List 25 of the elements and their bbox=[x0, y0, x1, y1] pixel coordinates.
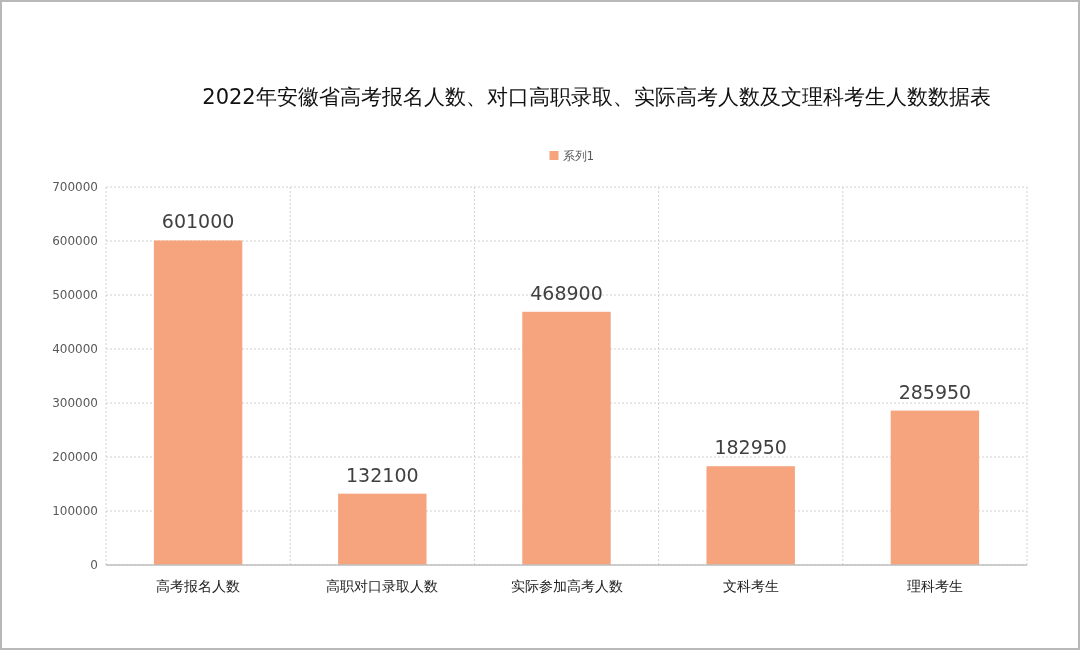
x-tick-label: 实际参加高考人数 bbox=[510, 578, 623, 594]
y-tick-label: 0 bbox=[90, 558, 98, 573]
bar bbox=[522, 311, 611, 565]
y-tick-label: 700000 bbox=[52, 180, 98, 195]
data-label: 132100 bbox=[346, 463, 419, 486]
x-tick-label: 高考报名人数 bbox=[156, 578, 241, 594]
y-tick-label: 400000 bbox=[52, 342, 98, 357]
data-label: 601000 bbox=[161, 210, 235, 233]
x-tick-label: 文科考生 bbox=[722, 578, 779, 594]
x-tick-label: 理科考生 bbox=[906, 578, 963, 594]
bar bbox=[153, 240, 243, 565]
y-tick-label: 600000 bbox=[52, 234, 98, 249]
x-tick-label: 高职对口录取人数 bbox=[326, 578, 439, 594]
data-label: 182950 bbox=[714, 436, 787, 459]
y-tick-label: 200000 bbox=[52, 450, 98, 465]
y-tick-label: 100000 bbox=[52, 504, 98, 519]
bar bbox=[706, 466, 795, 565]
legend-label: 系列1 bbox=[562, 149, 595, 163]
y-tick-label: 300000 bbox=[52, 396, 98, 411]
chart-title: 2022年安徽省高考报名人数、对口高职录取、实际高考人数及文理科考生人数数据表 bbox=[202, 85, 991, 109]
bar bbox=[890, 410, 980, 565]
data-label: 468900 bbox=[530, 281, 603, 304]
bar bbox=[338, 493, 427, 565]
data-label: 285950 bbox=[898, 380, 972, 403]
y-tick-label: 500000 bbox=[52, 288, 98, 303]
